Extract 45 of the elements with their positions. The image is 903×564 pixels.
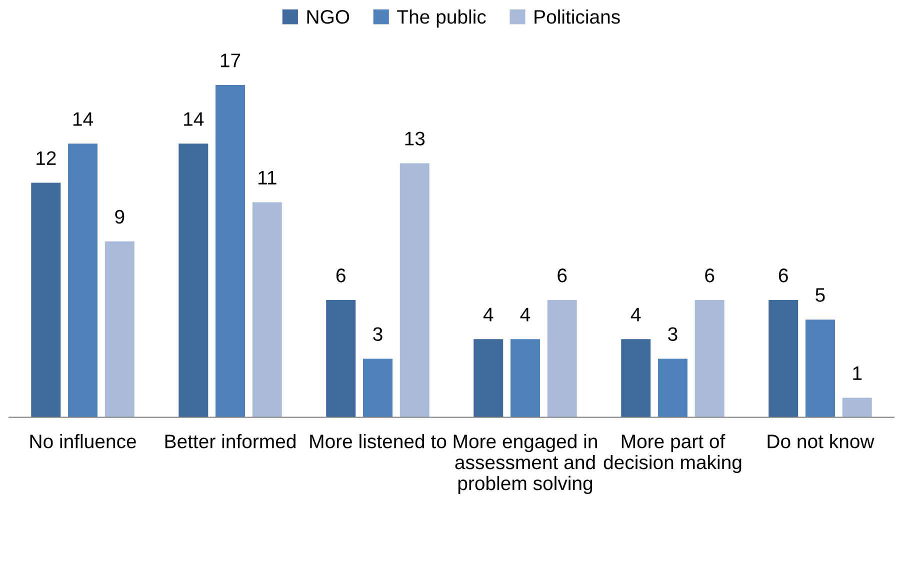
x-tick-label: No influence — [30, 434, 136, 448]
data-label: 6 — [558, 268, 567, 282]
data-label: 11 — [258, 171, 276, 184]
data-label: 13 — [405, 132, 425, 146]
bar — [842, 398, 872, 418]
data-label: 12 — [36, 151, 56, 165]
data-label: 17 — [220, 54, 240, 68]
bar — [326, 300, 356, 418]
bar — [31, 182, 61, 418]
bar — [547, 300, 577, 418]
legend-label: The public — [397, 9, 486, 28]
data-label: 9 — [115, 210, 124, 224]
bar — [658, 358, 688, 418]
legend-label: Politicians — [534, 9, 620, 24]
x-tick-label: More part of decision making — [604, 434, 742, 474]
data-label: 3 — [668, 327, 678, 341]
bar — [510, 339, 540, 418]
bar — [400, 163, 430, 418]
bar — [621, 339, 651, 418]
data-label: 14 — [184, 112, 204, 126]
bar — [178, 144, 208, 418]
bar — [694, 300, 724, 418]
bar — [252, 202, 282, 418]
bar — [68, 144, 98, 418]
x-tick-label: More engaged in assessment and problem solving — [454, 434, 597, 494]
legend-label: NGO — [307, 10, 350, 24]
data-label: 14 — [73, 112, 94, 126]
bar — [474, 339, 504, 418]
data-label: 4 — [520, 308, 530, 322]
data-label: 1 — [853, 366, 862, 380]
data-label: 6 — [778, 268, 788, 282]
bar — [216, 85, 246, 418]
x-tick-label: More listened to — [310, 434, 446, 448]
bar — [104, 241, 134, 418]
data-label: 6 — [705, 268, 714, 282]
x-tick-label: Do not know — [768, 434, 874, 448]
x-tick-label: Better informed — [165, 434, 296, 448]
bar — [363, 358, 393, 418]
data-label: 5 — [816, 288, 825, 302]
bar — [768, 300, 798, 418]
bar — [805, 320, 835, 418]
data-label: 6 — [336, 268, 346, 282]
data-label: 3 — [373, 327, 382, 341]
data-label: 4 — [483, 308, 494, 322]
data-label: 4 — [630, 308, 641, 322]
